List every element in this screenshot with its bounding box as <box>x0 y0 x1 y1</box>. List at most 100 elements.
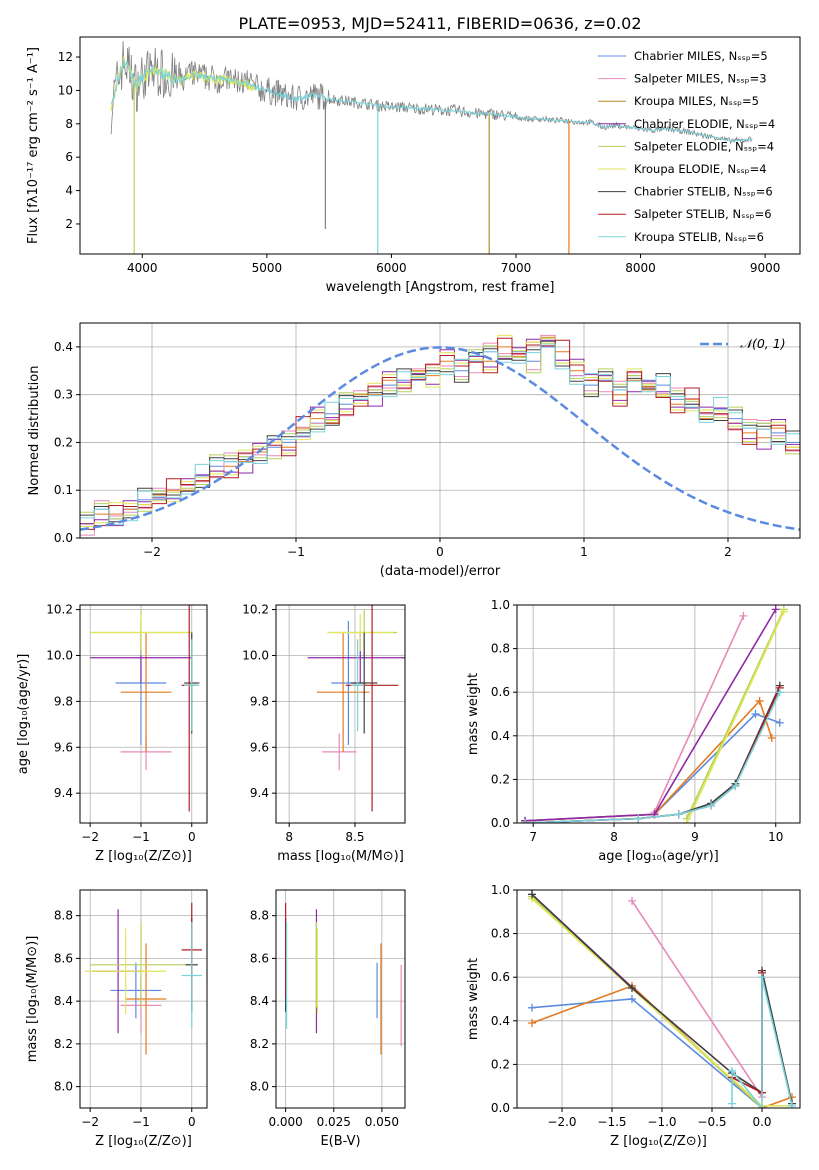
legend-label: Kroupa MILES, Nₛₛₚ=5 <box>634 94 759 108</box>
legend-label: Kroupa ELODIE, Nₛₛₚ=4 <box>634 162 767 176</box>
y-tick-label: 0.4 <box>491 1014 510 1028</box>
y-tick-label: 10.0 <box>242 648 269 662</box>
y-tick-label: 8.4 <box>250 994 269 1008</box>
legend-label: Chabrier MILES, Nₛₛₚ=5 <box>634 49 768 63</box>
weight-line <box>525 608 777 822</box>
x-tick-label: 6000 <box>376 261 407 275</box>
plus-marker <box>528 1018 536 1027</box>
panel-mass_vs_Z: −2 −1 0 8.0 8.2 8.4 8.6 8.8 Z [log₁₀(Z/Z⊙)] mass … <box>25 889 208 1149</box>
figure-title: PLATE=0953, MJD=52411, FIBERID=0636, z=0… <box>238 14 641 33</box>
x-axis-label: wavelength [Angstrom, rest frame] <box>326 280 555 295</box>
plus-marker <box>628 984 636 993</box>
y-tick-label: 8.8 <box>250 909 269 923</box>
spectrum-legend: Chabrier MILES, Nₛₛₚ=5 Salpeter MILES, Nₛ… <box>598 49 775 244</box>
errorbar-point <box>90 614 192 651</box>
y-tick-label: 8.6 <box>54 951 73 965</box>
plus-marker <box>739 611 748 620</box>
model-spectrum <box>110 58 753 142</box>
legend-label: Kroupa STELIB, Nₛₛₚ=6 <box>634 230 764 244</box>
x-tick-label: 5000 <box>252 261 283 275</box>
y-tick-label: 0.4 <box>54 340 73 354</box>
y-tick-label: 0.0 <box>491 816 510 830</box>
y-tick-label: 0.8 <box>491 642 510 656</box>
y-axis-label: age [log₁₀(age/yr)] <box>16 654 31 775</box>
x-tick-label: 7000 <box>501 261 532 275</box>
panel-mass_vs_ebv: 0.000 0.025 0.050 8.0 8.2 8.4 8.6 8.8 E(B-V) <box>250 889 406 1149</box>
weight-line <box>631 900 763 1098</box>
x-axis-label: Z [log₁₀(Z/Z⊙)] <box>95 849 192 864</box>
plus-marker <box>751 710 760 718</box>
x-tick-label: −1 <box>132 830 150 844</box>
y-tick-label: 10 <box>58 83 73 97</box>
histogram-step <box>80 337 800 530</box>
y-tick-label: 0.3 <box>54 388 73 402</box>
plot-area <box>276 890 405 1108</box>
plus-marker <box>628 896 636 905</box>
x-tick-label: 8.5 <box>345 830 364 844</box>
x-tick-label: 10 <box>768 830 783 844</box>
y-tick-label: 10.2 <box>46 603 73 617</box>
errorbar-point <box>110 962 162 1019</box>
observed-spectrum <box>110 41 753 145</box>
y-tick-label: 8.0 <box>250 1080 269 1094</box>
y-tick-label: 0.1 <box>54 483 73 497</box>
x-tick-label: 2 <box>724 545 732 559</box>
x-tick-label: −2.0 <box>547 1115 576 1129</box>
plus-marker <box>728 1099 736 1108</box>
axes-frame <box>275 604 406 824</box>
axes-frame <box>79 604 208 824</box>
weight-line <box>525 687 781 823</box>
errorbar-point <box>322 733 357 771</box>
y-tick-label: 0.0 <box>491 1101 510 1115</box>
x-axis-label: age [log₁₀(age/yr)] <box>598 849 719 864</box>
x-tick-label: −2 <box>81 830 99 844</box>
plus-marker <box>528 890 536 899</box>
axes-frame <box>516 604 801 824</box>
x-tick-label: 7 <box>529 830 537 844</box>
errorbar-point <box>316 632 370 752</box>
panel-age_vs_Z: −2 −1 0 9.4 9.6 9.8 10.0 10.2 Z [log₁₀(Z/Z⊙)] age… <box>16 603 208 864</box>
y-tick-label: 4 <box>65 184 73 198</box>
y-axis-label: Normed distribution <box>27 366 42 496</box>
x-tick-label: −0.5 <box>697 1115 726 1129</box>
plus-marker <box>755 696 764 705</box>
y-tick-label: 9.8 <box>250 694 269 708</box>
x-tick-label: −1.0 <box>647 1115 676 1129</box>
x-tick-label: 0.0 <box>752 1115 771 1129</box>
y-tick-label: 0.6 <box>491 970 510 984</box>
y-axis-label: Flux [fλ10⁻¹⁷ erg cm⁻² s⁻¹ A⁻¹] <box>26 47 41 244</box>
x-tick-label: 8 <box>285 830 293 844</box>
weight-line <box>525 713 781 822</box>
x-tick-label: 0 <box>188 1115 196 1129</box>
y-tick-label: 2 <box>65 217 73 231</box>
errorbar-point <box>351 632 378 734</box>
panel-age_vs_mass: 8 8.5 9.4 9.6 9.8 10.0 10.2 mass [log₁₀(M/M⊙)] <box>242 603 406 864</box>
y-tick-label: 12 <box>58 50 73 64</box>
plot-area <box>276 605 405 823</box>
x-axis-label: (data-model)/error <box>380 564 501 579</box>
weight-line <box>686 611 785 823</box>
y-tick-label: 9.6 <box>54 740 73 754</box>
plot-area <box>80 890 207 1108</box>
legend-label: Chabrier ELODIE, Nₛₛₚ=4 <box>634 117 775 131</box>
x-tick-label: 4000 <box>127 261 158 275</box>
y-tick-label: 1.0 <box>491 883 510 897</box>
legend-label: Salpeter ELODIE, Nₛₛₚ=4 <box>634 139 774 153</box>
y-tick-label: 9.8 <box>54 694 73 708</box>
y-tick-label: 8.0 <box>54 1080 73 1094</box>
panel-mass_weight_vs_age: 7 8 9 10 0.0 0.2 0.4 0.6 0.8 1.0 age [log₁₀(age/yr… <box>466 598 801 864</box>
panel-histogram: −2 −1 0 1 2 0.0 0.1 0.2 0.3 0.4 (data-model)/error… <box>27 322 801 579</box>
y-tick-label: 8.6 <box>250 951 269 965</box>
errorbar-point <box>327 614 394 651</box>
legend-label: Salpeter MILES, Nₛₛₚ=3 <box>634 72 767 86</box>
x-tick-label: 0.025 <box>317 1115 351 1129</box>
y-tick-label: 9.4 <box>250 786 269 800</box>
plus-marker <box>779 607 788 616</box>
y-tick-label: 9.4 <box>54 786 73 800</box>
y-tick-label: 9.6 <box>250 740 269 754</box>
plus-marker <box>775 688 784 697</box>
plot-area <box>517 890 800 1108</box>
x-axis-label: Z [log₁₀(Z/Z⊙)] <box>95 1134 192 1149</box>
errorbar-point <box>90 922 192 1008</box>
plus-marker <box>771 605 780 614</box>
